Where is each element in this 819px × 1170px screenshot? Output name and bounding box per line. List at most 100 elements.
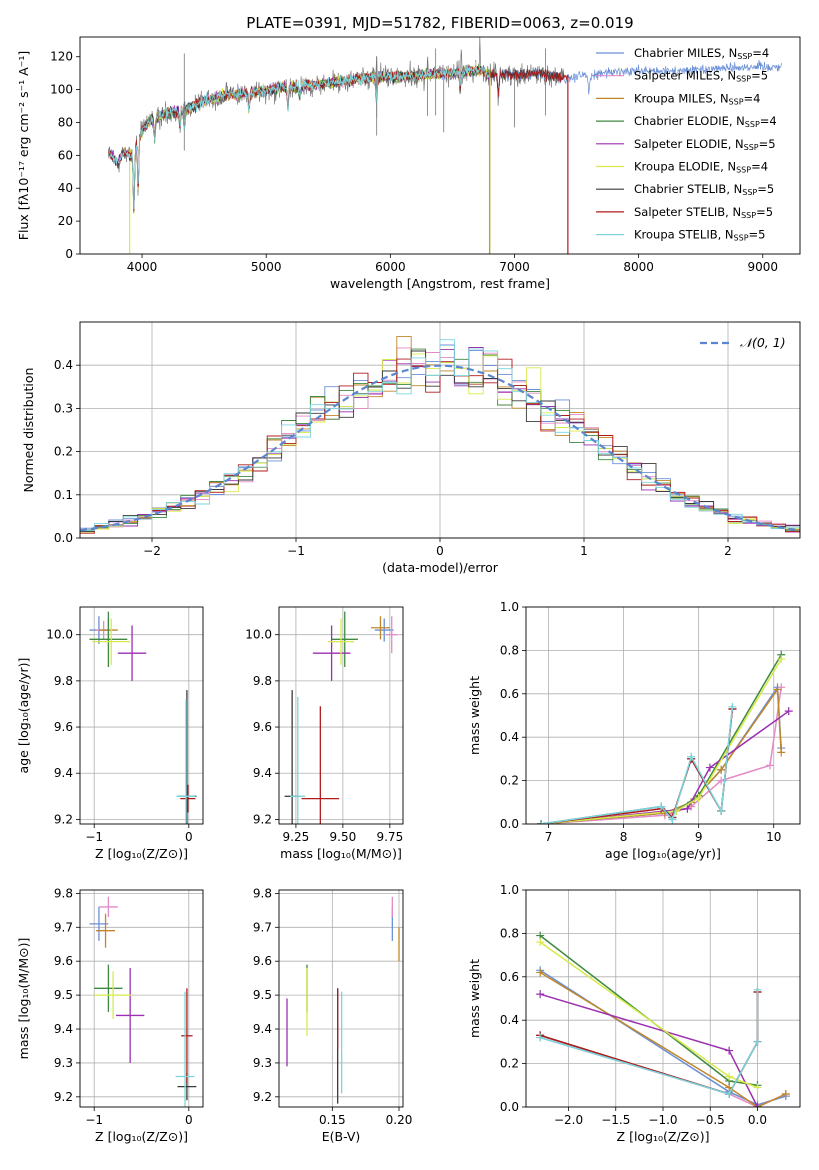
y-tick-label: 100 xyxy=(50,83,73,97)
plot-area xyxy=(89,611,197,824)
chart-age-vs-z: −1 0 9.2 9.4 9.6 9.8 10.0 Z [log₁₀(Z/Z⊙)] age [l… xyxy=(16,606,204,861)
weight-marker xyxy=(777,683,786,692)
y-axis-label: Flux [fλ10⁻¹⁷ erg cm⁻² s⁻¹ A⁻¹] xyxy=(16,51,31,240)
weight-marker xyxy=(683,804,692,813)
y-tick-label: 1.0 xyxy=(500,600,519,614)
x-axis-label: age [log₁₀(age/yr)] xyxy=(605,846,721,861)
y-tick-label: 9.8 xyxy=(253,674,272,688)
axes-frame xyxy=(278,889,404,1108)
weight-marker xyxy=(781,1089,790,1098)
legend-label: Kroupa ELODIE, NSSP=4 xyxy=(634,160,768,175)
plot-area xyxy=(286,896,400,1104)
y-tick-label: 0.0 xyxy=(500,1100,519,1114)
y-tick-label: 9.3 xyxy=(54,1056,73,1070)
legend-label: Kroupa STELIB, NSSP=5 xyxy=(634,228,765,243)
chart-mass-vs-z: −1 0 9.2 9.3 9.4 9.5 9.6 9.7 9.8 Z [log₁₀(Z/Z⊙)] m… xyxy=(16,886,204,1144)
axes-frame xyxy=(525,606,801,825)
x-tick-label: −1 xyxy=(85,1113,103,1127)
y-tick-label: 0.2 xyxy=(500,1057,519,1071)
x-tick-label: −2.0 xyxy=(554,1113,583,1127)
weight-marker xyxy=(717,765,726,774)
y-tick-label: 0.1 xyxy=(54,488,73,502)
weight-marker xyxy=(725,1089,734,1098)
y-tick-label: 0.2 xyxy=(500,774,519,788)
weight-line xyxy=(540,658,782,824)
weight-marker xyxy=(536,990,545,999)
chart-age-vs-mass: 9.25 9.50 9.75 9.2 9.4 9.6 9.8 10.0 mass [log₁₀(… xyxy=(245,606,404,861)
x-tick-label: 9000 xyxy=(747,260,778,274)
y-tick-label: 0.0 xyxy=(500,817,519,831)
y-tick-label: 9.2 xyxy=(54,1090,73,1104)
x-tick-label: −1 xyxy=(85,830,103,844)
weight-marker xyxy=(765,761,774,770)
y-tick-label: 9.2 xyxy=(54,812,73,826)
plot-area xyxy=(108,37,782,254)
normal-curve xyxy=(80,364,800,532)
y-axis-label: Normed distribution xyxy=(21,368,36,493)
y-axis-label: mass [log₁₀(M/M⊙)] xyxy=(16,938,31,1060)
y-tick-label: 0.8 xyxy=(500,643,519,657)
weight-line xyxy=(539,935,758,1087)
residual-histogram xyxy=(80,358,800,534)
weight-marker xyxy=(753,1103,762,1107)
axes-frame xyxy=(79,889,204,1108)
y-tick-label: 0.4 xyxy=(500,1013,519,1027)
legend-label: Kroupa MILES, NSSP=4 xyxy=(634,91,760,106)
weight-marker xyxy=(694,793,703,802)
weight-line xyxy=(540,708,734,824)
weight-marker xyxy=(725,1072,734,1081)
y-tick-label: 9.8 xyxy=(54,886,73,900)
y-tick-label: 0.8 xyxy=(500,926,519,940)
x-tick-label: 10 xyxy=(766,830,781,844)
x-tick-label: 9.25 xyxy=(283,830,310,844)
y-tick-label: 9.4 xyxy=(54,766,73,780)
weight-marker xyxy=(725,1046,734,1055)
weight-line xyxy=(540,708,734,824)
y-axis-label: mass weight xyxy=(467,959,482,1038)
chart-weight-vs-age: 7 8 9 10 0.0 0.2 0.4 0.6 0.8 1.0 age [log₁₀(age/yr… xyxy=(467,600,801,861)
spectrum-legend: Chabrier MILES, NSSP=4 Salpeter MILES, NS… xyxy=(596,46,777,243)
x-axis-label: Z [log₁₀(Z/Z⊙)] xyxy=(95,1129,188,1144)
y-tick-label: 9.6 xyxy=(253,720,272,734)
axes-frame xyxy=(79,321,801,539)
x-tick-label: 6000 xyxy=(375,260,406,274)
x-tick-label: 1 xyxy=(580,544,588,558)
legend-label: Chabrier STELIB, NSSP=5 xyxy=(634,182,774,197)
y-tick-label: 0.4 xyxy=(500,730,519,744)
x-axis-label: wavelength [Angstrom, rest frame] xyxy=(330,276,550,291)
y-tick-label: 9.6 xyxy=(54,954,73,968)
weight-marker xyxy=(777,748,786,757)
weight-marker xyxy=(753,1037,762,1046)
x-tick-label: 8 xyxy=(620,830,628,844)
y-tick-label: 9.4 xyxy=(253,1022,272,1036)
x-tick-label: 9.50 xyxy=(330,830,357,844)
y-tick-label: 0 xyxy=(65,247,73,261)
y-tick-label: 9.4 xyxy=(253,766,272,780)
x-tick-label: 5000 xyxy=(251,260,282,274)
weight-marker xyxy=(753,1083,762,1092)
weight-line xyxy=(539,989,759,1095)
figure-title: PLATE=0391, MJD=51782, FIBERID=0063, z=0… xyxy=(246,14,633,32)
weight-marker xyxy=(753,985,762,994)
legend-label: Salpeter STELIB, NSSP=5 xyxy=(634,205,773,220)
weight-line xyxy=(539,993,759,1107)
y-tick-label: 20 xyxy=(58,214,73,228)
weight-line xyxy=(540,687,782,824)
weight-line xyxy=(540,706,734,824)
x-axis-label: Z [log₁₀(Z/Z⊙)] xyxy=(617,1129,710,1144)
y-tick-label: 9.6 xyxy=(54,720,73,734)
y-tick-label: 9.7 xyxy=(253,920,272,934)
x-tick-label: −1 xyxy=(287,544,305,558)
x-tick-label: 0 xyxy=(185,1113,193,1127)
y-tick-label: 9.8 xyxy=(253,886,272,900)
axes-frame xyxy=(79,36,801,255)
axes-frame xyxy=(278,606,404,825)
y-tick-label: 80 xyxy=(58,115,73,129)
y-tick-label: 9.3 xyxy=(253,1056,272,1070)
weight-marker xyxy=(728,702,737,711)
y-tick-label: 9.5 xyxy=(54,988,73,1002)
y-tick-label: 120 xyxy=(50,50,73,64)
x-tick-label: 2 xyxy=(724,544,732,558)
y-axis-label: mass weight xyxy=(467,676,482,755)
